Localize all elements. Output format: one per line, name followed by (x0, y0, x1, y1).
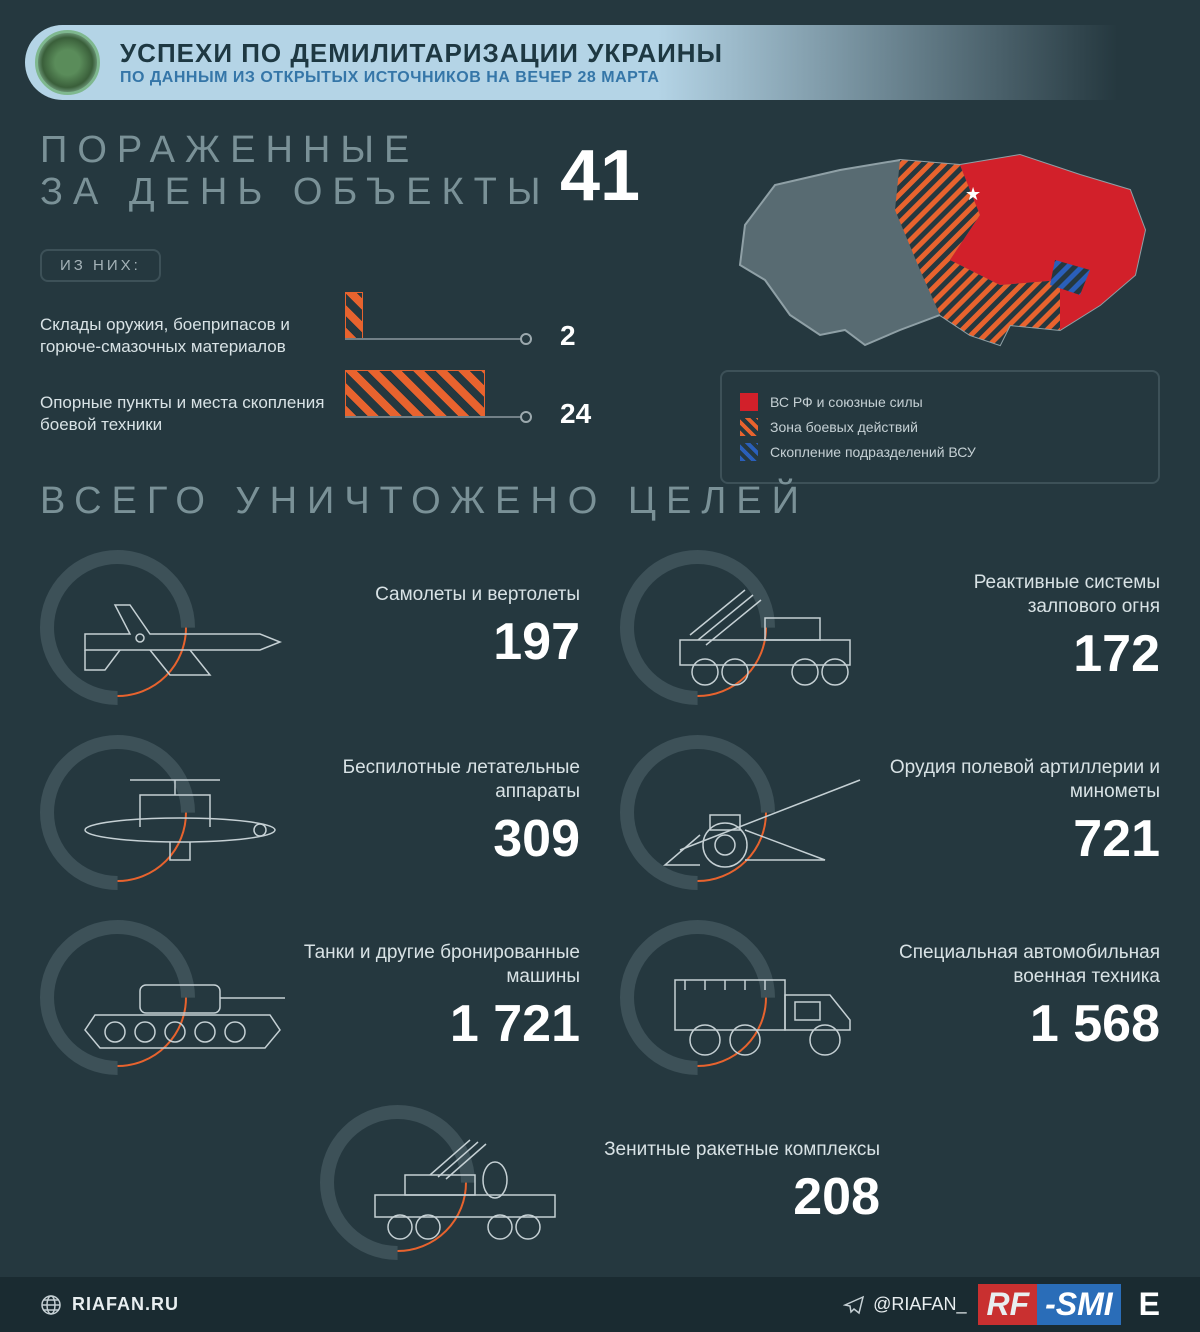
target-label: Самолеты и вертолеты (300, 583, 580, 607)
bar-track (345, 312, 545, 360)
target-value: 1 721 (300, 994, 580, 1054)
legend-label: Зона боевых действий (770, 419, 918, 435)
rf-box: RF (978, 1284, 1037, 1325)
target-value: 1 568 (880, 994, 1160, 1054)
header-banner: УСПЕХИ ПО ДЕМИЛИТАРИЗАЦИИ УКРАИНЫ ПО ДАН… (25, 25, 1175, 100)
bar-dot (520, 411, 532, 423)
target-item-sam: Зенитные ракетные комплексы 208 (40, 1100, 1160, 1265)
header-title: УСПЕХИ ПО ДЕМИЛИТАРИЗАЦИИ УКРАИНЫ (120, 38, 723, 69)
bar-value: 24 (560, 398, 610, 430)
target-item-jet: Самолеты и вертолеты 197 (40, 545, 580, 710)
legend-swatch-blue-hatch (740, 443, 758, 461)
target-label: Беспилотные летательные аппараты (300, 756, 580, 804)
footer: RIAFAN.RU @RIAFAN_ RF -SMI E (0, 1277, 1200, 1332)
target-circle (40, 550, 195, 705)
bar-value: 2 (560, 320, 610, 352)
legend-row-2: Скопление подразделений ВСУ (740, 443, 1140, 461)
totals-title: ВСЕГО УНИЧТОЖЕНО ЦЕЛЕЙ (40, 480, 809, 523)
target-label: Танки и другие бронированные машины (300, 941, 580, 989)
bar-label: Опорные пункты и места скопления боевой … (40, 392, 330, 436)
target-circle (620, 735, 775, 890)
bar-dot (520, 333, 532, 345)
legend-label: Скопление подразделений ВСУ (770, 444, 976, 460)
footer-telegram: @RIAFAN_ (843, 1294, 966, 1316)
bar-row-1: Опорные пункты и места скопления боевой … (40, 390, 690, 438)
footer-trail: E (1139, 1286, 1160, 1323)
target-item-mlrs: Реактивные системы залпового огня 172 (620, 545, 1160, 710)
map-legend: ВС РФ и союзные силы Зона боевых действи… (720, 370, 1160, 484)
rf-smi-logo: RF -SMI (978, 1284, 1120, 1325)
bar-line (345, 416, 525, 418)
target-label: Специальная автомобильная военная техник… (880, 941, 1160, 989)
sam-icon (350, 1135, 570, 1245)
bar-line (345, 338, 525, 340)
target-circle (320, 1105, 475, 1260)
target-label: Реактивные системы залпового огня (880, 571, 1160, 619)
military-truck-icon (650, 950, 870, 1060)
targets-grid: Самолеты и вертолеты 197 Реактивные сист… (40, 545, 1160, 1265)
footer-telegram-text: @RIAFAN_ (873, 1294, 966, 1315)
daily-total-number: 41 (560, 135, 640, 217)
legend-label: ВС РФ и союзные силы (770, 394, 923, 410)
artillery-icon (650, 765, 870, 875)
globe-logo-icon (35, 30, 100, 95)
target-label: Орудия полевой артиллерии и минометы (880, 756, 1160, 804)
bar-track (345, 390, 545, 438)
bar-fill (345, 370, 485, 418)
target-value: 197 (300, 612, 580, 672)
header-subtitle: ПО ДАННЫМ ИЗ ОТКРЫТЫХ ИСТОЧНИКОВ НА ВЕЧЕ… (120, 69, 723, 87)
target-value: 208 (575, 1167, 880, 1227)
ukraine-map-icon: ★ (720, 130, 1160, 360)
target-item-tank: Танки и другие бронированные машины 1 72… (40, 915, 580, 1080)
legend-swatch-red (740, 393, 758, 411)
target-item-artillery: Орудия полевой артиллерии и минометы 721 (620, 730, 1160, 895)
bar-fill (345, 292, 363, 340)
of-them-label: ИЗ НИХ: (40, 249, 161, 282)
daily-title-line1: ПОРАЖЕННЫЕ (40, 129, 419, 171)
legend-row-0: ВС РФ и союзные силы (740, 393, 1140, 411)
legend-swatch-orange-hatch (740, 418, 758, 436)
target-label: Зенитные ракетные комплексы (575, 1138, 880, 1162)
target-item-truck: Специальная автомобильная военная техник… (620, 915, 1160, 1080)
map-container: ★ ВС РФ и союзные силы Зона боевых дейст… (720, 130, 1160, 499)
svg-text:★: ★ (965, 184, 981, 204)
bar-label: Склады оружия, боеприпасов и горюче-смаз… (40, 314, 330, 358)
drone-icon (70, 765, 290, 875)
globe-icon (40, 1294, 62, 1316)
mlrs-icon (650, 580, 870, 690)
target-circle (40, 735, 195, 890)
target-circle (620, 550, 775, 705)
target-value: 172 (880, 624, 1160, 684)
jet-icon (70, 580, 290, 690)
daily-section: ПОРАЖЕННЫЕ ЗА ДЕНЬ ОБЪЕКТЫ 41 ИЗ НИХ: Ск… (40, 130, 1160, 499)
target-value: 721 (880, 809, 1160, 869)
footer-site: RIAFAN.RU (40, 1294, 179, 1316)
daily-title-line2: ЗА ДЕНЬ ОБЪЕКТЫ (40, 171, 551, 213)
tank-icon (70, 950, 290, 1060)
telegram-icon (843, 1294, 865, 1316)
bar-row-0: Склады оружия, боеприпасов и горюче-смаз… (40, 312, 690, 360)
smi-box: -SMI (1037, 1284, 1121, 1325)
target-circle (40, 920, 195, 1075)
legend-row-1: Зона боевых действий (740, 418, 1140, 436)
target-item-drone: Беспилотные летательные аппараты 309 (40, 730, 580, 895)
footer-site-text: RIAFAN.RU (72, 1294, 179, 1315)
target-value: 309 (300, 809, 580, 869)
target-circle (620, 920, 775, 1075)
